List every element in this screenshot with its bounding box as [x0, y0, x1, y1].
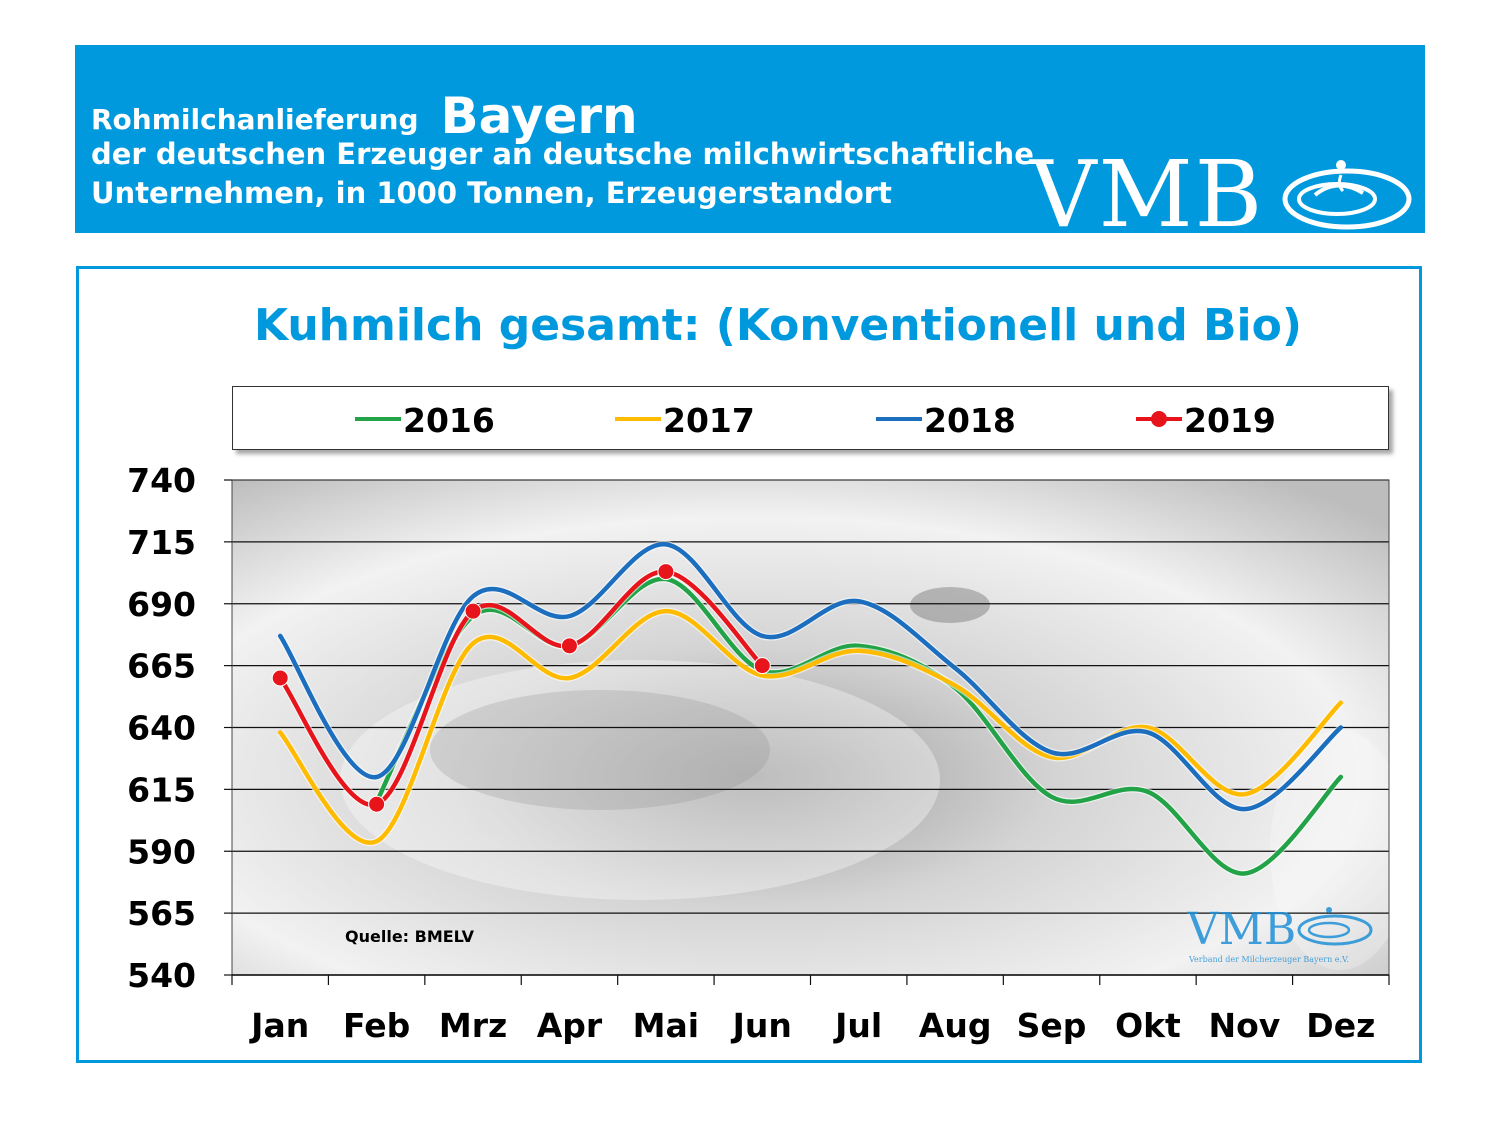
header-line-1: Rohmilchanlieferung Bayern — [91, 83, 638, 145]
y-tick-label-665: 665 — [127, 647, 196, 686]
header-banner: Rohmilchanlieferung Bayern der deutschen … — [75, 45, 1425, 233]
point-2019-jun — [753, 657, 771, 675]
point-2019-mai — [657, 563, 675, 581]
point-2019-mrz — [464, 602, 482, 620]
x-tick-label-dez: Dez — [1306, 1006, 1375, 1045]
y-tick-label-590: 590 — [127, 832, 196, 871]
series-markers — [271, 563, 771, 813]
legend-swatch-2017 — [615, 417, 661, 421]
point-2019-feb — [368, 795, 386, 813]
series-lines — [277, 540, 1344, 878]
y-tick-label-715: 715 — [127, 523, 196, 562]
point-2019-apr — [560, 637, 578, 655]
source-annotation: Quelle: BMELV — [345, 927, 475, 946]
legend-label-2018: 2018 — [924, 401, 1016, 440]
vmb-logo-text: VMB — [1030, 141, 1265, 234]
chart-legend: 2016 2017 2018 2019 — [232, 386, 1389, 450]
x-tick-label-feb: Feb — [343, 1006, 410, 1045]
milk-drop-logo-icon — [1282, 160, 1412, 230]
header-region: Bayern — [440, 87, 638, 145]
watermark-logo-text: VMB — [1187, 904, 1296, 955]
x-tick-label-jun: Jun — [731, 1006, 792, 1045]
series-line-2017 — [277, 608, 1344, 845]
x-tick-label-okt: Okt — [1115, 1006, 1181, 1045]
header-title: Rohmilchanlieferung — [91, 103, 419, 136]
chart-title: Kuhmilch gesamt: (Konventionell und Bio) — [254, 300, 1302, 351]
y-tick-label-690: 690 — [127, 585, 196, 624]
legend-label-2017: 2017 — [663, 401, 755, 440]
header-subtitle-2: Unternehmen, in 1000 Tonnen, Erzeugersta… — [91, 176, 892, 210]
x-tick-label-sep: Sep — [1017, 1006, 1087, 1045]
legend-label-2019: 2019 — [1184, 401, 1276, 440]
y-tick-label-615: 615 — [127, 770, 196, 809]
x-tick-label-mai: Mai — [633, 1006, 699, 1045]
vmb-watermark-logo-icon: VMB Verband der Milcherzeuger Bayern e.V… — [1187, 904, 1373, 964]
y-axis: 740 715 690 665 640 615 590 565 540 — [127, 461, 232, 995]
legend-marker-2019 — [1151, 411, 1167, 427]
x-tick-label-apr: Apr — [537, 1006, 603, 1045]
point-2019-jan — [271, 669, 289, 687]
y-tick-label-640: 640 — [127, 709, 196, 748]
legend-label-2016: 2016 — [403, 401, 495, 440]
y-tick-label-565: 565 — [127, 894, 196, 933]
y-tick-label-740: 740 — [127, 461, 196, 500]
series-line-2018 — [277, 542, 1344, 812]
x-tick-label-jul: Jul — [833, 1006, 882, 1045]
y-tick-label-540: 540 — [127, 956, 196, 995]
legend-swatch-2016 — [355, 417, 401, 421]
x-tick-label-jan: Jan — [249, 1006, 309, 1045]
x-tick-label-mrz: Mrz — [439, 1006, 507, 1045]
x-tick-label-aug: Aug — [919, 1006, 992, 1045]
x-axis: Jan Feb Mrz Apr Mai Jun Jul Aug Sep Okt Nov Dez — [231, 974, 1390, 1045]
watermark-subtitle: Verband der Milcherzeuger Bayern e.V. — [1188, 955, 1349, 964]
header-subtitle-1: der deutschen Erzeuger an deutsche milch… — [91, 137, 1034, 171]
legend-swatch-2018 — [876, 417, 922, 421]
x-tick-label-nov: Nov — [1208, 1006, 1280, 1045]
